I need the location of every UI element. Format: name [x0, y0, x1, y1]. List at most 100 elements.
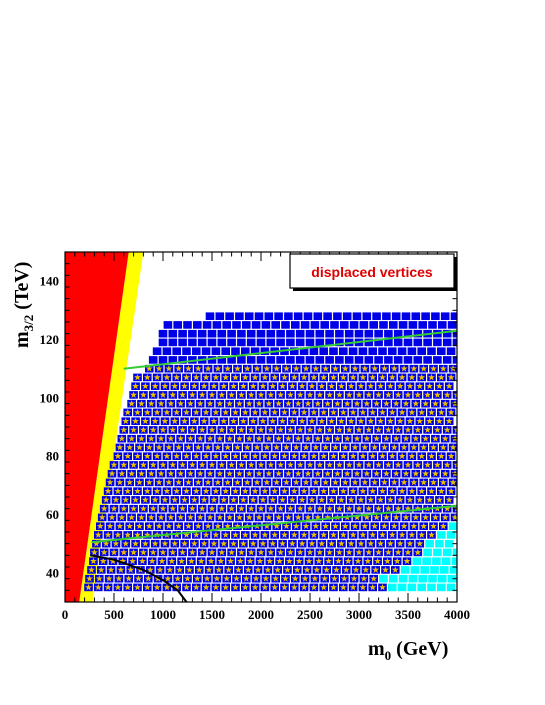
- star-marker: [315, 557, 323, 565]
- star-marker: [161, 417, 169, 425]
- star-marker: [339, 531, 347, 538]
- cyan-grid-point: [446, 583, 456, 592]
- star-marker: [110, 548, 118, 556]
- grid-point: [418, 321, 427, 329]
- star-marker: [408, 452, 416, 460]
- star-marker: [208, 548, 216, 556]
- star-marker: [212, 531, 220, 538]
- star-marker: [437, 408, 445, 416]
- cyan-grid-point: [447, 574, 457, 583]
- star-marker: [453, 461, 457, 468]
- star-marker: [129, 557, 137, 565]
- star-marker: [353, 435, 361, 442]
- cyan-grid-point: [398, 574, 408, 583]
- star-marker: [247, 391, 255, 398]
- star-marker: [435, 417, 443, 425]
- star-marker: [206, 400, 214, 407]
- star-marker: [112, 496, 120, 503]
- star-marker: [125, 575, 133, 582]
- grid-point: [183, 321, 192, 329]
- star-marker: [357, 417, 365, 425]
- star-marker: [130, 461, 138, 468]
- star-marker: [251, 452, 259, 460]
- star-marker: [443, 505, 451, 512]
- star-marker: [345, 505, 353, 512]
- star-marker: [298, 382, 306, 390]
- star-marker: [151, 382, 159, 390]
- y-tick-label: 60: [46, 507, 59, 522]
- star-marker: [192, 487, 200, 495]
- star-marker: [279, 496, 286, 503]
- star-marker: [232, 373, 239, 381]
- star-marker: [359, 373, 367, 381]
- star-marker: [412, 400, 420, 407]
- star-marker: [100, 505, 108, 512]
- star-marker: [159, 426, 167, 433]
- star-marker: [335, 426, 343, 433]
- star-marker: [422, 400, 430, 407]
- y-tick-label: 100: [40, 390, 60, 405]
- star-marker: [333, 566, 340, 573]
- star-marker: [449, 443, 457, 451]
- star-marker: [372, 566, 380, 573]
- star-marker: [406, 417, 414, 425]
- star-marker: [359, 531, 367, 538]
- star-marker: [226, 400, 234, 407]
- star-marker: [169, 391, 177, 398]
- star-marker: [373, 400, 381, 407]
- star-marker: [373, 435, 381, 442]
- star-marker: [181, 417, 188, 425]
- star-marker: [435, 496, 443, 503]
- cyan-grid-point: [417, 583, 426, 592]
- grid-point: [227, 356, 236, 364]
- x-tick-label: 0: [62, 607, 69, 622]
- star-marker: [202, 408, 210, 416]
- star-marker: [193, 575, 201, 582]
- star-marker: [253, 365, 261, 372]
- star-marker: [312, 522, 320, 530]
- star-marker: [410, 478, 418, 486]
- star-marker: [173, 452, 181, 460]
- star-marker: [426, 382, 433, 390]
- star-marker: [188, 426, 196, 433]
- star-marker: [416, 496, 424, 503]
- star-marker: [308, 496, 316, 503]
- star-marker: [138, 513, 145, 521]
- star-marker: [257, 505, 265, 512]
- star-marker: [223, 575, 231, 582]
- star-marker: [153, 583, 161, 591]
- star-marker: [215, 566, 223, 573]
- star-marker: [403, 557, 411, 565]
- star-marker: [234, 365, 241, 372]
- star-marker: [428, 487, 435, 495]
- star-marker: [202, 452, 210, 460]
- star-marker: [234, 443, 241, 451]
- star-marker: [149, 426, 157, 433]
- star-marker: [263, 522, 271, 530]
- star-marker: [275, 470, 283, 477]
- star-marker: [337, 382, 345, 390]
- grid-point: [354, 356, 364, 364]
- star-marker: [284, 566, 291, 573]
- star-marker: [149, 391, 157, 398]
- star-marker: [404, 391, 412, 398]
- star-marker: [432, 470, 439, 477]
- star-marker: [433, 461, 441, 468]
- star-marker: [241, 531, 249, 538]
- star-marker: [179, 426, 187, 433]
- star-marker: [349, 373, 357, 381]
- star-marker: [200, 540, 208, 547]
- star-marker: [164, 575, 172, 582]
- star-marker: [134, 408, 141, 416]
- star-marker: [334, 400, 341, 407]
- star-marker: [251, 487, 259, 495]
- star-marker: [181, 540, 188, 547]
- star-marker: [161, 540, 169, 547]
- star-marker: [237, 548, 245, 556]
- star-marker: [222, 531, 230, 538]
- star-marker: [432, 435, 439, 442]
- star-marker: [294, 513, 302, 521]
- star-marker: [339, 583, 347, 591]
- star-marker: [194, 478, 202, 486]
- grid-point: [217, 356, 227, 364]
